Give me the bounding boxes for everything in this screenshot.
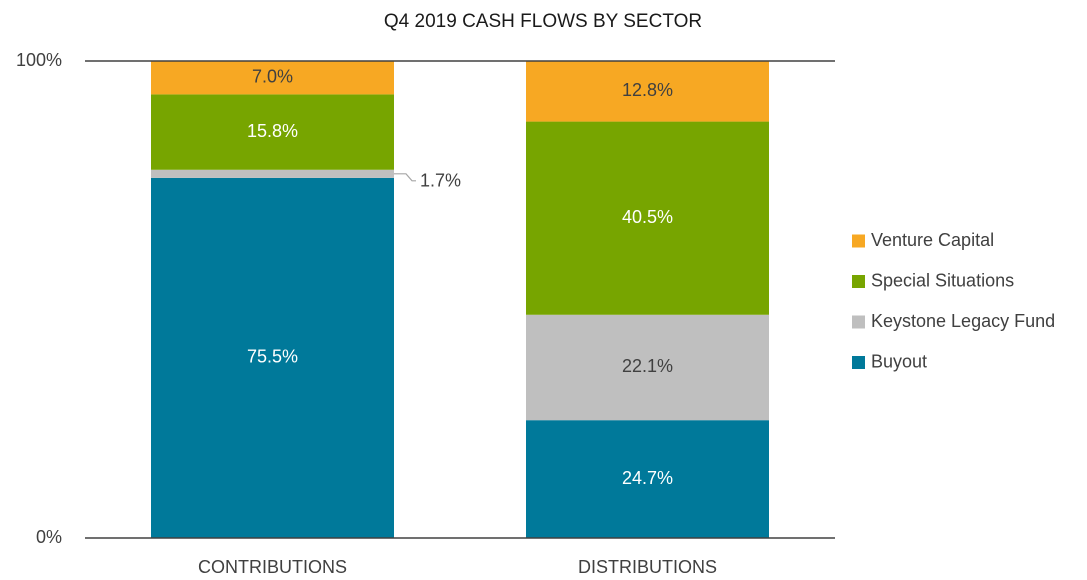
- data-label: 24.7%: [622, 468, 673, 488]
- y-tick-label: 0%: [36, 527, 62, 547]
- x-tick-label: CONTRIBUTIONS: [198, 557, 347, 577]
- legend-swatch: [852, 234, 865, 248]
- bar-segment: [151, 169, 394, 178]
- data-label: 12.8%: [622, 80, 673, 100]
- leader-line: [394, 173, 416, 182]
- legend-label: Special Situations: [871, 270, 1014, 290]
- legend-label: Keystone Legacy Fund: [871, 311, 1055, 331]
- data-label: 40.5%: [622, 207, 673, 227]
- chart-title: Q4 2019 CASH FLOWS BY SECTOR: [384, 11, 702, 32]
- x-tick-label: DISTRIBUTIONS: [578, 557, 717, 577]
- legend-swatch: [852, 275, 865, 288]
- legend-label: Venture Capital: [871, 230, 994, 250]
- data-label: 1.7%: [420, 171, 461, 191]
- data-label: 7.0%: [252, 66, 293, 86]
- bar-segment: [526, 60, 769, 122]
- bar-segment: [151, 94, 394, 170]
- bar-segment: [151, 61, 394, 95]
- y-tick-label: 100%: [16, 50, 62, 70]
- legend-swatch: [852, 356, 865, 369]
- data-label: 75.5%: [247, 347, 298, 367]
- data-label: 15.8%: [247, 121, 298, 141]
- legend-swatch: [852, 315, 865, 329]
- bar-segment: [151, 177, 394, 539]
- data-label: 22.1%: [622, 356, 673, 376]
- legend-label: Buyout: [871, 351, 927, 371]
- bar-segment: [526, 314, 769, 421]
- bar-segment: [526, 420, 769, 538]
- bar-segment: [526, 121, 769, 315]
